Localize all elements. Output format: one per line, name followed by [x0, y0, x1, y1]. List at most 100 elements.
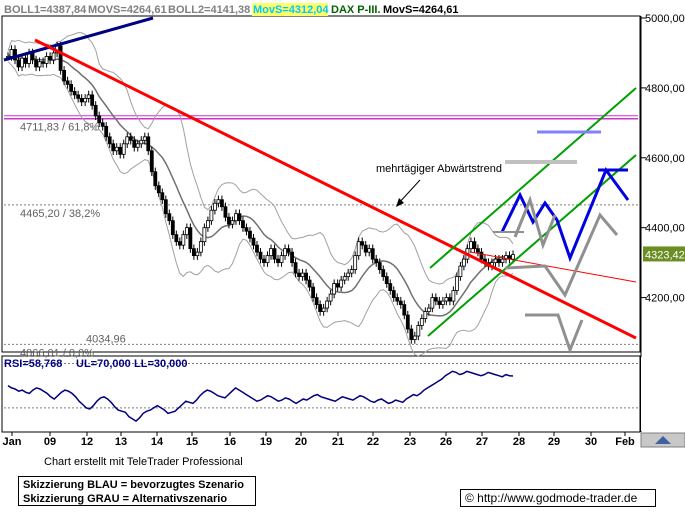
rsi-label: RSI=58,768: [4, 358, 62, 370]
candle-body: [290, 251, 294, 264]
candle-body: [114, 146, 119, 152]
y-tick-label: 4400,00: [645, 223, 685, 235]
candle-body: [146, 136, 151, 152]
x-tick-label: 12: [81, 436, 93, 448]
y-tick-label: 5000,00: [645, 13, 685, 25]
candle-body: [153, 171, 158, 187]
candle-body: [412, 335, 417, 340]
x-tick-label: Feb: [615, 436, 635, 448]
candle-body: [388, 283, 393, 291]
candle-body: [107, 136, 112, 145]
y-tick-label: 4200,00: [645, 293, 685, 305]
boll2-label: BOLL2=4141,38: [168, 4, 250, 16]
candle-body: [255, 244, 259, 253]
candle-body: [163, 199, 168, 215]
candle-body: [276, 258, 280, 264]
candle-body: [76, 94, 81, 99]
x-tick-label: 19: [260, 436, 272, 448]
x-tick-label: 29: [548, 436, 560, 448]
movs1-label: MOVS=4264,61: [88, 4, 167, 16]
x-tick-label: 15: [186, 436, 198, 448]
candle-body: [93, 104, 98, 117]
candle-body: [325, 300, 330, 309]
candle-body: [125, 136, 130, 145]
candle-body: [205, 220, 210, 229]
rsi-header: RSI=58,768 UL=70,000 LL=30,000: [4, 358, 188, 370]
candle-body: [363, 244, 368, 253]
candle-body: [191, 248, 196, 257]
candle-body: [377, 262, 382, 271]
candle-body: [34, 59, 38, 68]
candle-body: [402, 304, 407, 316]
candle-body: [279, 255, 284, 264]
movs2-label: MovS=4264,61: [383, 4, 459, 16]
candle-body: [370, 248, 375, 260]
candle-body: [248, 230, 252, 239]
x-tick-label: 20: [295, 436, 307, 448]
candle-body: [391, 290, 396, 298]
candle-body: [65, 80, 70, 85]
candle-body: [339, 279, 344, 288]
candle-body: [62, 70, 67, 82]
candle-body: [220, 199, 224, 208]
candle-body: [374, 258, 379, 264]
source-url[interactable]: © http://www.godmode-trader.de: [460, 489, 656, 507]
candle-body: [142, 136, 147, 141]
candle-body: [41, 61, 45, 64]
candle-body: [132, 139, 137, 148]
candle-body: [314, 297, 319, 305]
candle-body: [395, 297, 400, 302]
candle-body: [497, 258, 501, 264]
scroll-arrow-button[interactable]: [640, 432, 685, 448]
candle-body: [353, 255, 358, 271]
candle-body: [16, 59, 21, 68]
candle-body: [454, 276, 459, 291]
y-tick-label: 4800,00: [645, 83, 685, 95]
candle-body: [437, 300, 442, 305]
candle-body: [384, 276, 389, 285]
low-label: 4034,96: [86, 333, 126, 345]
x-tick-label: 23: [404, 436, 416, 448]
x-tick-label: 26: [440, 436, 452, 448]
candle-body: [234, 213, 238, 222]
candle-body: [283, 248, 287, 257]
candle-body: [156, 185, 161, 194]
candle-body: [37, 61, 42, 68]
candle-body: [342, 276, 347, 281]
x-tick-label: 28: [513, 436, 525, 448]
candle-body: [251, 237, 256, 246]
candle-body: [416, 325, 421, 337]
candle-body: [174, 234, 179, 243]
candle-body: [223, 206, 228, 218]
candle-body: [58, 45, 63, 71]
candle-body: [184, 227, 189, 236]
candle-body: [202, 227, 207, 243]
candle-body: [244, 227, 249, 232]
thin-red-line: [469, 251, 637, 283]
candle-body: [188, 227, 193, 250]
candle-body: [367, 248, 372, 253]
scenario-legend-box: Skizzierung BLAU = bevorzugtes Szenario …: [18, 476, 256, 506]
x-tick-label: 09: [44, 436, 56, 448]
candle-body: [462, 258, 466, 267]
candle-body: [128, 136, 133, 141]
candle-body: [476, 248, 480, 253]
candle-body: [20, 57, 24, 68]
bollinger-lower: [7, 61, 514, 357]
candle-body: [504, 255, 508, 260]
last-price-box: [643, 246, 685, 262]
candle-body: [209, 209, 214, 222]
candle-body: [9, 49, 14, 57]
candle-body: [304, 272, 308, 281]
candle-body: [213, 202, 217, 211]
candle-body: [262, 258, 266, 264]
candle-body: [318, 304, 323, 312]
candle-body: [423, 311, 428, 319]
candle-body: [121, 143, 126, 155]
candle-body: [311, 286, 316, 298]
y-tick-label: 4600,00: [645, 153, 685, 165]
gray-scenario-lower: [525, 313, 584, 355]
x-tick-label: 21: [332, 436, 344, 448]
rsi-ul-label: UL=70,000: [76, 358, 131, 370]
x-tick-label: 30: [585, 436, 597, 448]
